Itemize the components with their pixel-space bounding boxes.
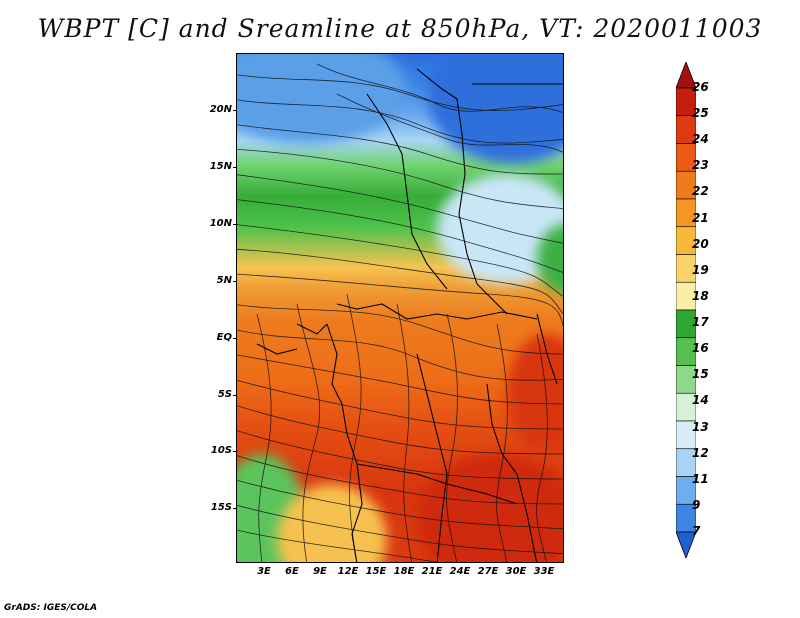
colorbar-tick-label: 19 [692, 262, 709, 277]
colorbar-tick-label: 21 [692, 210, 709, 225]
lon-tick-label: 33E [533, 566, 555, 577]
lat-tick-label: 20N [209, 104, 232, 115]
field-patch-yellow [277, 484, 387, 562]
lat-tick-mark [233, 395, 237, 396]
streamlines [237, 63, 563, 562]
lon-tick-label: 6E [285, 566, 299, 577]
colorbar-tick-label: 7 [692, 524, 701, 538]
lon-tick-label: 18E [393, 566, 415, 577]
grads-credit: GrADS: IGES/COLA [4, 603, 98, 613]
colorbar-tick-label: 17 [692, 315, 709, 330]
lat-tick-label: 10S [210, 445, 232, 456]
colorbar-bottom-arrow [676, 531, 696, 558]
lat-tick-mark [233, 451, 237, 452]
lat-tick-label: 15N [209, 161, 232, 172]
lat-tick-label: 5S [217, 389, 232, 400]
colorbar-tick-label: 9 [692, 497, 701, 512]
lat-tick-mark [233, 110, 237, 111]
colorbar-tick-label: 11 [692, 471, 709, 486]
lon-tick-label: 9E [313, 566, 327, 577]
lon-tick-label: 15E [365, 566, 387, 577]
lon-tick-label: 12E [337, 566, 359, 577]
colorbar-tick-label: 15 [692, 367, 709, 382]
colorbar-tick-label: 26 [692, 80, 709, 94]
colorbar-svg [676, 62, 696, 558]
lat-tick-mark [233, 167, 237, 168]
colorbar-tick-label: 22 [692, 184, 709, 199]
lat-tick-label: 10N [209, 218, 232, 229]
lon-tick-label: 27E [477, 566, 499, 577]
colorbar-tick-label: 16 [692, 341, 709, 356]
colorbar-tick-label: 14 [692, 393, 709, 408]
lon-tick-label: 30E [505, 566, 527, 577]
colorbar-tick-label: 24 [692, 132, 709, 147]
map-panel[interactable] [236, 53, 564, 563]
lat-tick-label: EQ [216, 332, 232, 343]
lat-tick-mark [233, 508, 237, 509]
lat-tick-mark [233, 338, 237, 339]
colorbar-tick-label: 20 [692, 236, 709, 251]
colorbar-tick-label: 13 [692, 419, 709, 434]
colorbar [676, 62, 696, 558]
lon-tick-label: 21E [421, 566, 443, 577]
lon-tick-label: 24E [449, 566, 471, 577]
colorbar-tick-label: 18 [692, 288, 709, 303]
lon-tick-label: 3E [257, 566, 271, 577]
colorbar-tick-label: 23 [692, 158, 709, 173]
lat-tick-label: 15S [210, 502, 232, 513]
colorbar-tick-label: 12 [692, 445, 709, 460]
lat-tick-label: 5N [216, 275, 232, 286]
lat-tick-mark [233, 281, 237, 282]
lat-tick-mark [233, 224, 237, 225]
map-title: WBPT [C] and Sreamline at 850hPa, VT: 20… [37, 14, 763, 43]
colorbar-tick-label: 25 [692, 106, 709, 121]
